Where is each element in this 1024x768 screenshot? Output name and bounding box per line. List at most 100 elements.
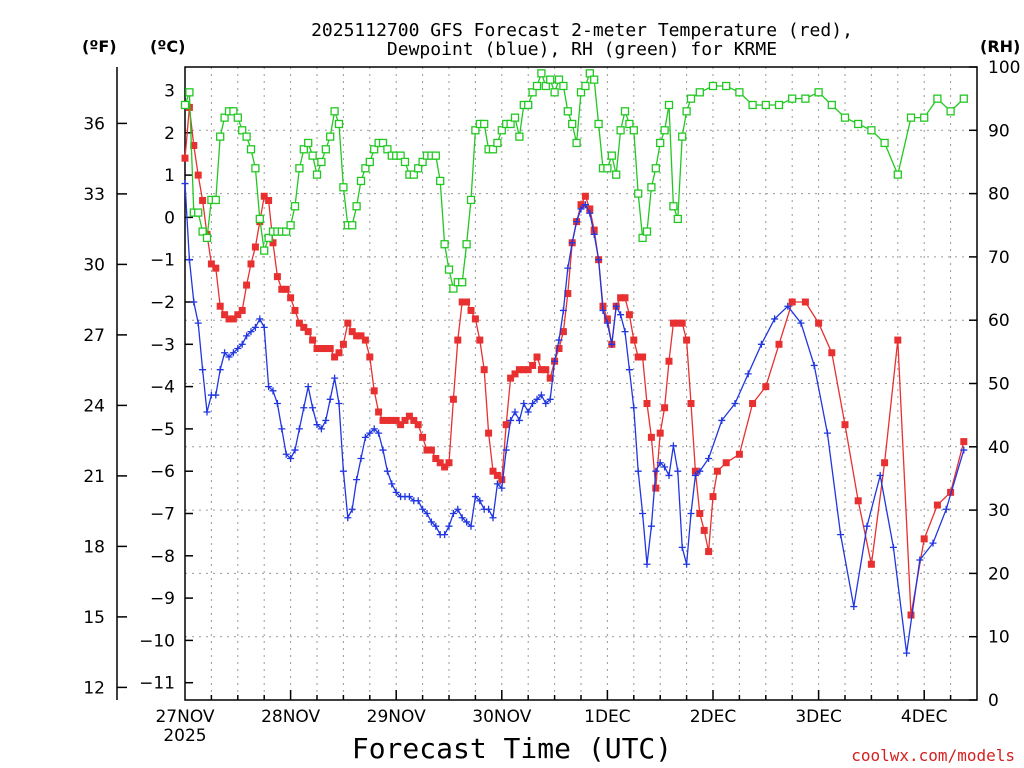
dewpoint-point (498, 484, 506, 492)
dewpoint-point (185, 256, 193, 264)
celsius-tick-label: −9 (150, 589, 175, 609)
temperature-point (577, 201, 585, 209)
rh-point (436, 176, 445, 186)
temperature-point (907, 611, 915, 619)
temperature-point (401, 416, 409, 424)
temperature-point (683, 336, 691, 344)
dewpoint-point (269, 387, 277, 395)
rh-point (576, 88, 586, 97)
rh-point (365, 157, 374, 167)
temperature-point (181, 154, 189, 162)
rh-point (238, 126, 247, 135)
temperature-point (652, 484, 660, 492)
celsius-axis: 3 2 1 0 −1 −2 −3 −4 −5 −6 −7 −8 −9 −10 −11 (139, 82, 193, 694)
temperature-point (269, 239, 277, 247)
dewpoint-point (419, 505, 427, 513)
x-axis-title: Forecast Time (UTC) (352, 732, 672, 765)
dewpoint-point (568, 239, 576, 247)
temperature-point (678, 319, 686, 327)
rh-point (449, 284, 458, 293)
rh-point (554, 75, 564, 84)
temperature-point (581, 192, 589, 200)
rh-tick-label: 30 (988, 501, 1010, 521)
dewpoint-point (383, 467, 391, 475)
dewpoint-point (669, 442, 677, 450)
rh-point (414, 164, 423, 173)
dewpoint-point (718, 416, 726, 424)
rh-point (458, 278, 467, 287)
rh-point (409, 170, 418, 179)
temperature-point (317, 345, 325, 353)
rh-point (590, 75, 599, 84)
dewpoint-point (199, 366, 207, 374)
grid-lines (185, 67, 977, 700)
time-tick-label: 28NOV (261, 707, 320, 727)
rh-point (559, 81, 568, 91)
temperature-point (471, 315, 479, 323)
temperature-point (498, 476, 506, 484)
rh-point (572, 138, 581, 148)
temperature-point (441, 463, 449, 471)
dewpoint-point (625, 366, 633, 374)
rh-point (330, 107, 339, 116)
dewpoint-point (603, 319, 611, 327)
temperature-point (432, 455, 440, 463)
credit-text: coolwx.com/models (851, 746, 1015, 765)
series-relative-humidity (180, 69, 968, 293)
rh-point (906, 113, 916, 122)
temperature-point (788, 298, 796, 306)
dewpoint-point (361, 433, 369, 441)
dewpoint-point (555, 336, 563, 344)
temperature-point (775, 340, 783, 348)
temperature-point (643, 400, 651, 408)
temperature-point (669, 319, 677, 327)
rh-point (290, 202, 300, 211)
temperature-point (801, 298, 809, 306)
dewpoint-point (960, 446, 968, 454)
dewpoint-point (291, 446, 299, 454)
rh-point (946, 107, 955, 116)
dewpoint-point (630, 404, 638, 412)
rh-point (625, 119, 634, 129)
dewpoint-point (379, 446, 387, 454)
rh-point (603, 164, 612, 173)
data-series (180, 69, 968, 657)
rh-point (612, 170, 621, 179)
dewpoint-point (665, 471, 673, 479)
dewpoint-point (810, 361, 818, 369)
temperature-point (238, 306, 246, 314)
fahrenheit-tick-label: 15 (83, 608, 105, 628)
dewpoint-point (586, 209, 594, 217)
rh-point (233, 113, 242, 122)
rh-point (722, 81, 731, 91)
temperature-point (331, 353, 339, 361)
dewpoint-point (489, 514, 497, 522)
temperature-point (287, 294, 295, 302)
dewpoint-point (674, 467, 682, 475)
temperature-point (344, 319, 352, 327)
temperature-point (700, 526, 708, 534)
rh-point (295, 164, 304, 173)
temperature-point (542, 366, 550, 374)
temperature-point (881, 459, 889, 467)
dewpoint-point (445, 522, 453, 530)
temperature-point (713, 467, 721, 475)
dewpoint-point (405, 493, 413, 501)
rh-point (761, 100, 770, 110)
temperature-point (212, 264, 220, 272)
dewpoint-point (278, 425, 286, 433)
rh-point (370, 145, 379, 154)
rh-point (488, 145, 498, 154)
dewpoint-point (485, 505, 493, 513)
dewpoint-point (427, 518, 435, 526)
rh-point (317, 157, 326, 167)
temperature-point (564, 290, 572, 298)
temperature-point (647, 433, 655, 441)
dewpoint-point (876, 471, 884, 479)
dewpoint-point (309, 404, 317, 412)
dewpoint-point (652, 467, 660, 475)
rh-point (568, 119, 577, 129)
temperature-point (696, 510, 704, 517)
dewpoint-point (322, 416, 330, 424)
dewpoint-point (366, 429, 374, 437)
